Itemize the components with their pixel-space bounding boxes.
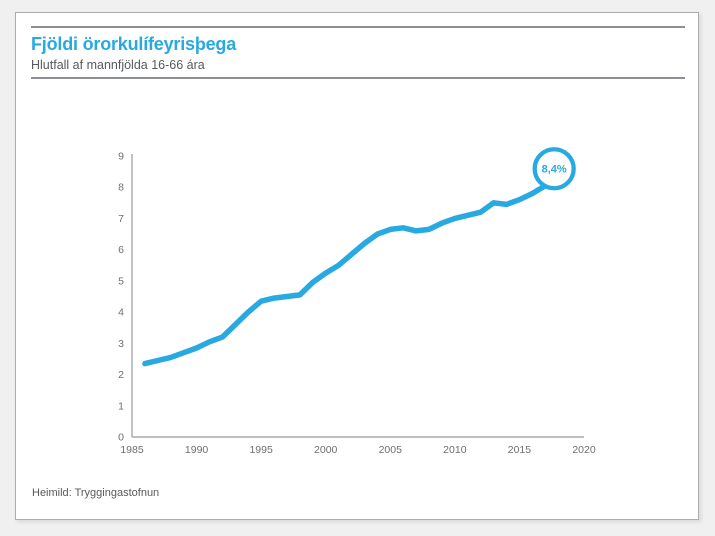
header-divider <box>31 77 685 79</box>
y-tick-label: 8 <box>118 182 124 194</box>
source-note: Heimild: Tryggingastofnun <box>32 487 160 499</box>
data-line <box>142 171 561 367</box>
callout-circle <box>532 147 576 191</box>
y-tick-label: 6 <box>118 244 124 256</box>
chart-subtitle: Hlutfall af mannfjölda 16-66 ára <box>31 58 205 72</box>
x-tick-label: 2015 <box>508 444 532 456</box>
y-tick-label: 3 <box>118 338 124 350</box>
chart-title: Fjöldi örorkulífeyrisþega <box>31 34 237 54</box>
x-tick-label: 2010 <box>443 444 467 456</box>
y-tick-label: 5 <box>118 275 124 287</box>
y-tick-label: 9 <box>118 151 124 163</box>
x-tick-label: 2000 <box>314 444 338 456</box>
y-tick-label: 1 <box>118 400 124 412</box>
line-chart: 0 1 2 3 4 5 6 7 8 9 1985 1990 1995 2000 2005 2010 2015 20… <box>118 147 596 456</box>
y-tick-label: 0 <box>118 432 124 444</box>
y-tick-label: 4 <box>118 307 124 319</box>
x-tick-label: 1985 <box>120 444 144 456</box>
y-tick-label: 7 <box>118 213 124 225</box>
x-tick-label: 2020 <box>572 444 596 456</box>
top-divider <box>31 26 685 28</box>
x-tick-label: 1990 <box>185 444 209 456</box>
y-tick-label: 2 <box>118 369 124 381</box>
slide-card: Fjöldi örorkulífeyrisþega Hlutfall af ma… <box>15 12 699 520</box>
x-tick-label: 1995 <box>249 444 273 456</box>
callout-label: 8,4% <box>542 164 567 176</box>
x-tick-label: 2005 <box>379 444 403 456</box>
